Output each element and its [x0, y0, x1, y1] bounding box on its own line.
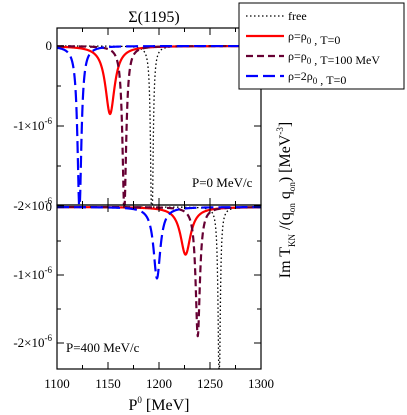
x-axis-title: P0 [MeV] [129, 395, 190, 414]
y-tick-label: 0 [46, 199, 53, 214]
series-line-1-3 [56, 44, 262, 207]
x-tick-label: 1300 [248, 376, 274, 391]
legend-label-4: ρ=2ρ0 , T=0 [288, 69, 346, 87]
series-line-2-4 [56, 206, 262, 280]
legend-box [238, 2, 405, 90]
panel-2: 0 -1×10-6 -2×10-6 P=400 MeV/c [13, 199, 262, 370]
y-tick-label: -1×10-6 [13, 265, 52, 282]
y-tick-label: -2×10-6 [13, 333, 52, 350]
legend: free ρ=ρ0 , T=0 ρ=ρ0 , T=100 MeV ρ=2ρ0 , T=… [238, 2, 405, 90]
x-tick-label: 1100 [44, 376, 70, 391]
chart-title: Σ(1195) [128, 9, 179, 26]
x-tick-label: 1250 [197, 376, 223, 391]
series-line-1-1 [56, 45, 262, 206]
series-line-2-1 [56, 206, 262, 370]
y-tick-label: -1×10-6 [13, 116, 52, 133]
y-tick-label: -2×10-6 [13, 196, 52, 213]
panel-label: P=400 MeV/c [66, 340, 140, 355]
x-tick-label: 1150 [95, 376, 121, 391]
legend-label-1: free [288, 9, 307, 23]
panel-1: 0 -1×10-6 -2×10-6 P=0 MeV/c [13, 27, 262, 213]
y-tick-label: 0 [46, 38, 53, 53]
legend-label-2: ρ=ρ0 , T=0 [288, 29, 340, 47]
panel-label: P=0 MeV/c [192, 175, 253, 190]
x-tick-label: 1200 [146, 376, 172, 391]
series-line-2-2 [56, 206, 262, 256]
legend-label-3: ρ=ρ0 , T=100 MeV [288, 49, 380, 67]
y-axis-title: Im TKN /(qon qon) [MeV-3] [275, 122, 297, 278]
